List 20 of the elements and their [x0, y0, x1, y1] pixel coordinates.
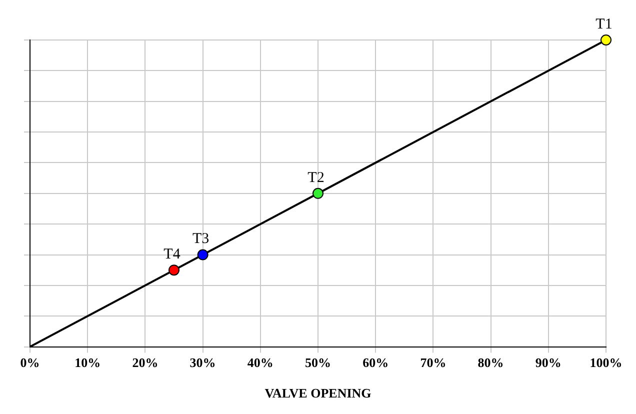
series-label: T4	[164, 246, 181, 263]
x-tick-label: 90%	[535, 354, 562, 370]
point	[197, 249, 208, 260]
series-label: T2	[308, 170, 324, 186]
x-tick-label: 0%	[20, 354, 40, 370]
point	[600, 34, 612, 46]
x-tick-label: 100%	[590, 354, 622, 370]
x-tick-label: 50%	[305, 354, 331, 370]
point	[168, 264, 180, 276]
x-tick-label: 10%	[74, 354, 101, 370]
series-label: T1	[596, 16, 612, 32]
point	[312, 188, 324, 199]
x-tick-label: 70%	[420, 354, 446, 370]
x-tick-label: 40%	[247, 354, 274, 370]
x-tick-label: 20%	[132, 354, 158, 370]
x-tick-label: 60%	[362, 354, 389, 370]
x-tick-label: 30%	[190, 354, 216, 370]
x-tick-label: 80%	[478, 354, 504, 370]
series-label: T3	[192, 231, 210, 248]
x-axis-title: VALVE OPENING	[264, 386, 372, 401]
